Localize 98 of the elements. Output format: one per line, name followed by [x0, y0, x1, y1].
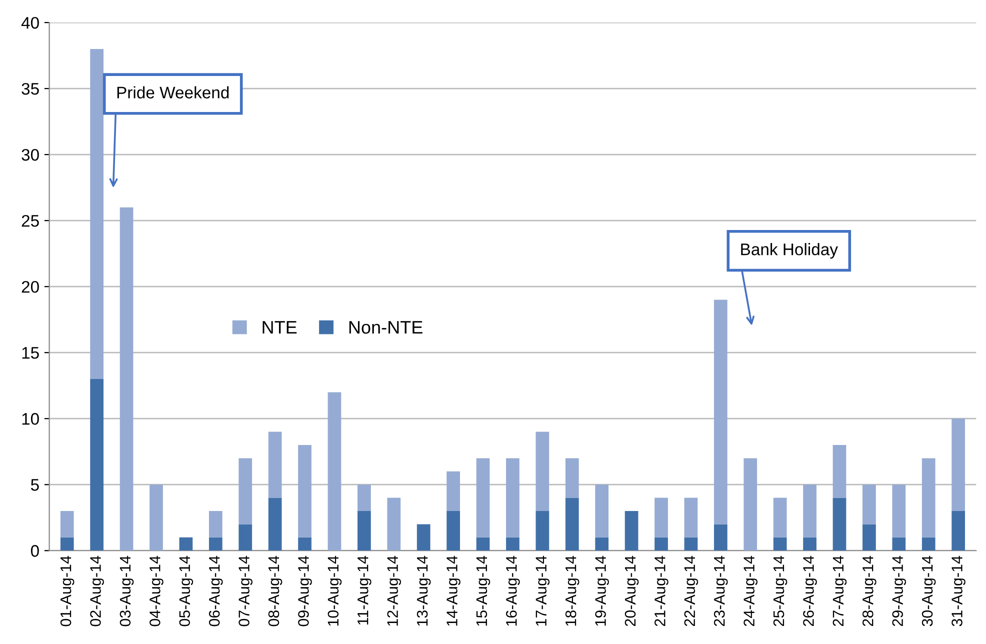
bar — [476, 458, 490, 538]
y-tick-label: 15 — [22, 347, 39, 359]
bar — [862, 524, 876, 551]
bar — [238, 524, 252, 551]
bar — [624, 511, 638, 551]
bar — [922, 458, 936, 538]
bar — [179, 537, 193, 551]
bar — [298, 537, 312, 551]
bar — [565, 498, 579, 551]
bar — [387, 498, 401, 551]
x-tick-label: 28-Aug-14 — [862, 556, 876, 626]
bar — [803, 484, 816, 538]
bar — [714, 300, 728, 524]
legend-label: Non-NTE — [349, 321, 422, 334]
bar — [773, 537, 787, 551]
bar — [90, 378, 104, 551]
bar — [328, 392, 342, 551]
bar — [506, 458, 520, 538]
bar — [654, 498, 668, 538]
bar — [268, 498, 282, 551]
bar — [208, 511, 222, 538]
x-tick-label: 14-Aug-14 — [446, 556, 460, 626]
x-tick-label: 05-Aug-14 — [179, 556, 194, 626]
x-tick-label: 30-Aug-14 — [922, 556, 936, 626]
x-tick-label: 10-Aug-14 — [328, 556, 342, 626]
bar — [238, 458, 252, 524]
bar — [120, 207, 134, 551]
x-tick-label: 31-Aug-14 — [952, 556, 966, 626]
x-tick-label: 25-Aug-14 — [773, 556, 788, 626]
x-tick-label: 11-Aug-14 — [358, 556, 372, 625]
y-tick-label: 5 — [30, 479, 39, 491]
bar — [268, 432, 282, 498]
bar — [803, 537, 816, 551]
bar — [506, 537, 520, 551]
bar — [60, 537, 74, 551]
bar — [446, 511, 460, 551]
y-tick-label: 20 — [22, 280, 39, 293]
y-tick-label: 10 — [22, 413, 39, 425]
bar — [862, 484, 876, 524]
legend-label: NTE — [262, 321, 297, 334]
x-tick-label: 01-Aug-14 — [60, 556, 74, 626]
x-tick-label: 22-Aug-14 — [684, 556, 698, 626]
bar — [358, 511, 371, 551]
x-tick-label: 20-Aug-14 — [624, 556, 639, 626]
bar — [536, 432, 550, 512]
x-tick-label: 29-Aug-14 — [892, 556, 906, 626]
x-tick-label: 24-Aug-14 — [744, 556, 758, 626]
x-tick-label: 08-Aug-14 — [268, 556, 282, 626]
bar — [684, 537, 698, 551]
bar — [832, 498, 846, 551]
y-tick-label: 35 — [22, 82, 39, 95]
y-tick-label: 0 — [30, 545, 39, 557]
bar — [832, 445, 846, 498]
x-tick-label: 19-Aug-14 — [595, 556, 609, 626]
bar — [298, 445, 312, 538]
bar — [744, 458, 758, 551]
bar — [416, 524, 430, 551]
x-tick-label: 16-Aug-14 — [506, 556, 520, 626]
bar — [536, 511, 550, 551]
bar — [952, 418, 965, 512]
x-tick-label: 23-Aug-14 — [714, 556, 728, 626]
x-tick-label: 12-Aug-14 — [387, 556, 402, 626]
bar — [892, 484, 906, 538]
x-tick-label: 04-Aug-14 — [150, 556, 164, 626]
bar — [595, 484, 609, 538]
x-tick-label: 13-Aug-14 — [416, 556, 431, 626]
x-tick-label: 27-Aug-14 — [832, 556, 847, 626]
bar — [358, 484, 371, 512]
x-tick-label: 17-Aug-14 — [536, 556, 550, 626]
bar — [714, 524, 728, 551]
bar — [565, 458, 579, 498]
bar — [595, 537, 609, 551]
bar — [892, 537, 906, 551]
x-tick-label: 03-Aug-14 — [120, 556, 134, 626]
bar — [922, 537, 936, 551]
x-tick-label: 26-Aug-14 — [803, 556, 817, 626]
bar — [773, 498, 787, 538]
x-tick-label: 06-Aug-14 — [208, 556, 223, 626]
bar — [150, 484, 163, 551]
x-tick-label: 02-Aug-14 — [90, 556, 104, 626]
x-tick-label: 07-Aug-14 — [238, 556, 252, 626]
bar — [654, 537, 668, 551]
x-tick-label: 18-Aug-14 — [565, 556, 580, 626]
x-tick-label: 15-Aug-14 — [476, 556, 490, 626]
bar — [952, 511, 965, 551]
bar — [684, 498, 698, 538]
y-tick-label: 25 — [22, 214, 39, 227]
bar — [90, 48, 104, 379]
annotation: Pride Weekend — [117, 86, 229, 98]
x-tick-label: 09-Aug-14 — [298, 556, 312, 626]
annotation: Bank Holiday — [741, 243, 838, 259]
bar — [60, 511, 74, 538]
y-tick-label: 30 — [22, 148, 39, 161]
bar — [446, 471, 460, 512]
bar — [476, 537, 490, 551]
bar — [208, 537, 222, 551]
x-tick-label: 21-Aug-14 — [654, 556, 668, 626]
y-tick-label: 40 — [21, 16, 39, 29]
